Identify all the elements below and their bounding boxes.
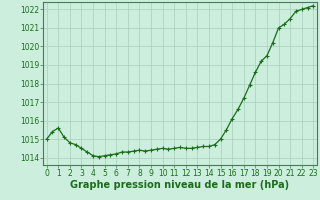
X-axis label: Graphe pression niveau de la mer (hPa): Graphe pression niveau de la mer (hPa) — [70, 180, 290, 190]
